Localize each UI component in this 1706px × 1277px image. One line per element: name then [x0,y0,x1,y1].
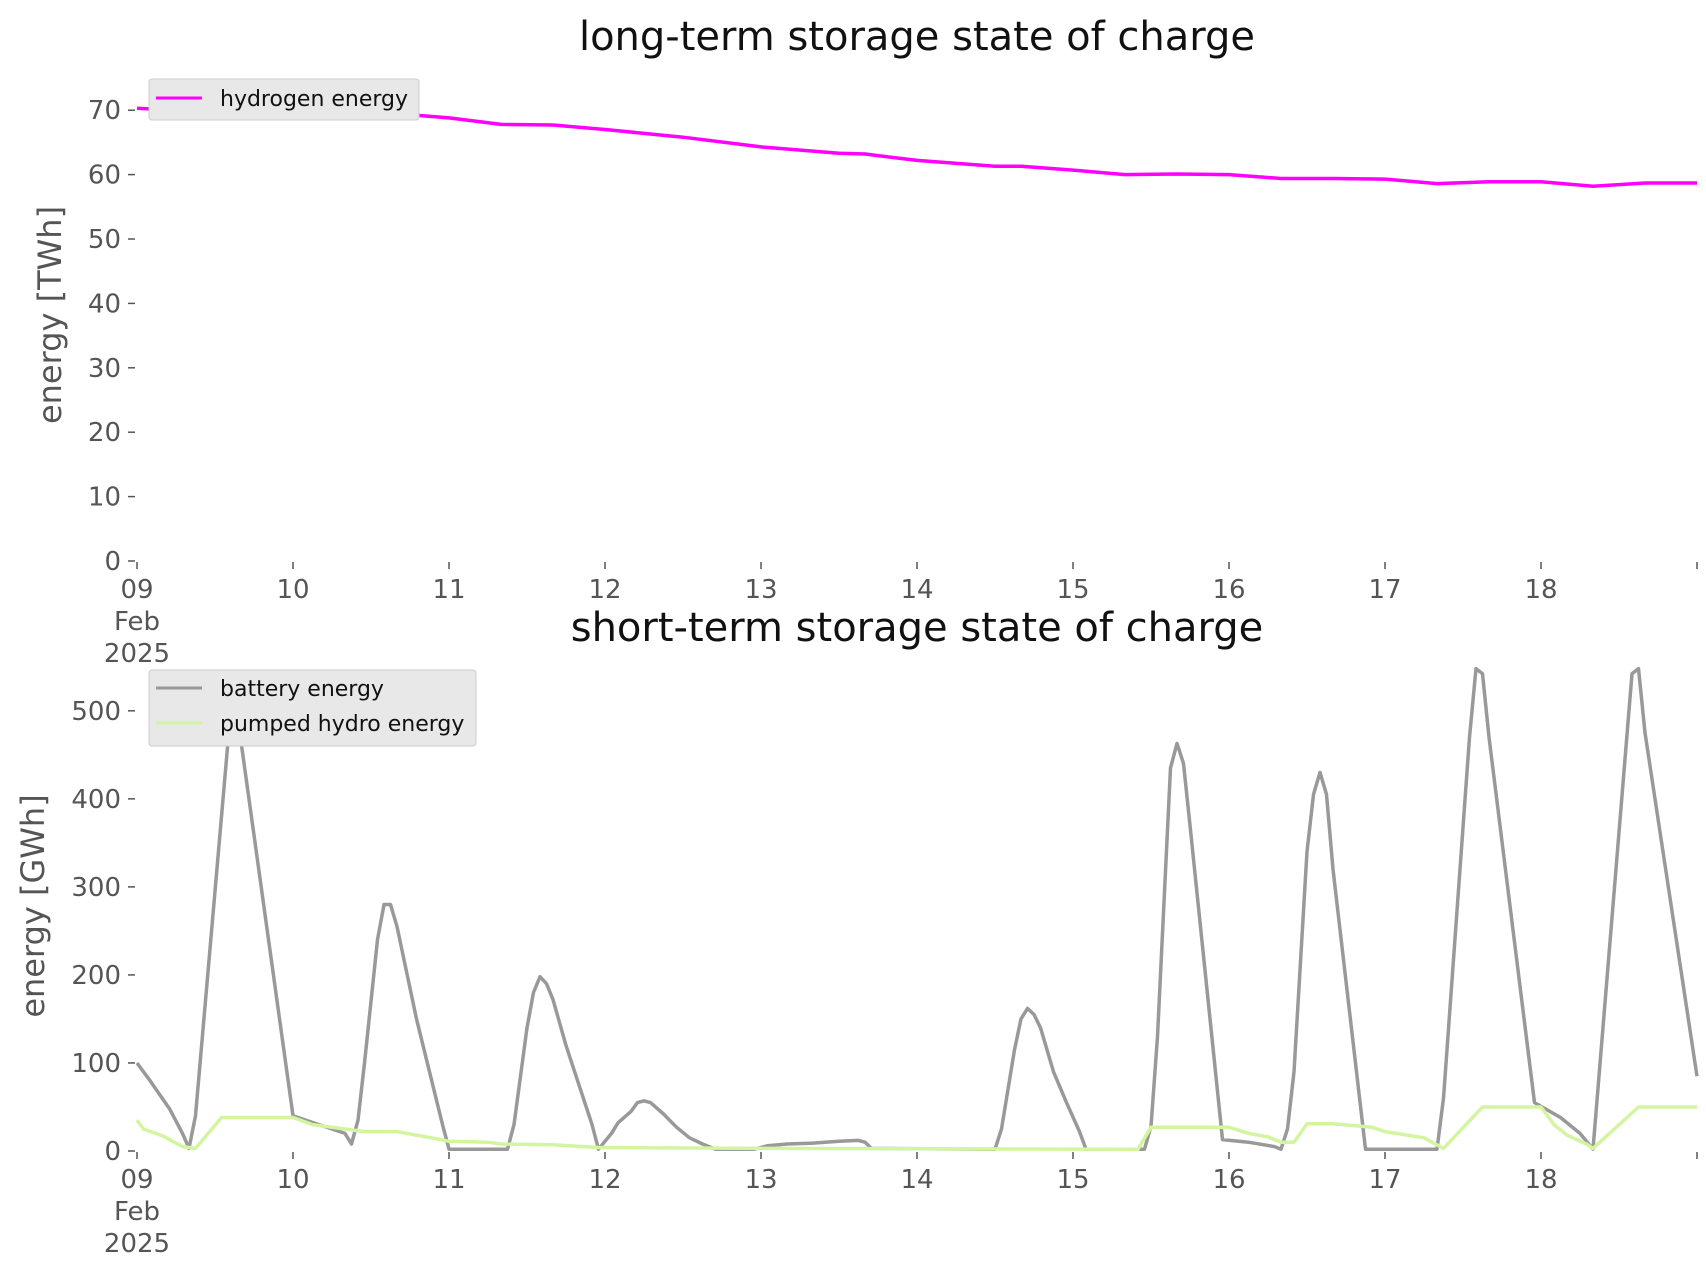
long-term-x-tick-label: 16 [1212,575,1245,605]
long-term-x-ticks: 09 Feb 2025 10 11 12 13 14 15 16 17 18 [104,562,1698,669]
long-term-y-tick-label: 40 [88,289,121,319]
short-term-y-tick-label: 400 [71,785,121,815]
long-term-y-axis-label: energy [TWh] [31,206,69,424]
legend-label-hydrogen-energy: hydrogen energy [220,87,408,112]
short-term-y-tick-label: 300 [71,873,121,903]
legend-box [148,78,420,121]
long-term-chart-title: long-term storage state of charge [579,14,1255,60]
short-term-x-tick-label: 09 Feb 2025 [104,1165,170,1259]
long-term-x-tick-label: 09 Feb 2025 [104,575,170,669]
short-term-series [135,666,1699,1151]
short-term-x-tick-label: 13 [744,1165,777,1195]
short-term-x-ticks: 09 Feb 2025 10 11 12 13 14 15 16 17 18 [104,1152,1698,1259]
short-term-x-tick-label: 17 [1368,1165,1401,1195]
long-term-legend: hydrogen energy [148,78,420,121]
short-term-x-tick-label: 10 [276,1165,309,1195]
short-term-x-tick-label: 18 [1524,1165,1557,1195]
short-term-x-tick-label: 16 [1212,1165,1245,1195]
short-term-y-ticks: 0 100 200 300 400 500 [71,697,135,1167]
long-term-y-tick-label: 70 [88,96,121,126]
long-term-y-tick-label: 30 [88,354,121,384]
series-line-pumped-hydro-energy [135,1105,1697,1151]
legend-label-pumped-hydro-energy: pumped hydro energy [220,712,464,737]
short-term-legend: battery energy pumped hydro energy [148,669,477,747]
short-term-y-axis-label: energy [GWh] [14,794,52,1017]
long-term-x-tick-label: 12 [588,575,621,605]
long-term-x-tick-label: 13 [744,575,777,605]
short-term-x-tick-label: 11 [432,1165,465,1195]
short-term-y-tick-label: 100 [71,1049,121,1079]
legend-box [148,669,477,747]
long-term-x-tick-label: 10 [276,575,309,605]
long-term-y-tick-label: 10 [88,483,121,513]
short-term-y-tick-label: 500 [71,697,121,727]
long-term-x-tick-label: 18 [1524,575,1557,605]
long-term-x-tick-label: 14 [900,575,933,605]
short-term-chart-title: short-term storage state of charge [571,605,1264,651]
short-term-x-tick-label: 12 [588,1165,621,1195]
long-term-y-tick-label: 20 [88,418,121,448]
long-term-y-tick-label: 0 [104,547,121,577]
series-line-battery-energy [135,666,1699,1151]
long-term-chart: long-term storage state of charge energy… [31,14,1698,669]
long-term-y-ticks: 0 10 20 30 40 50 60 70 [88,96,135,577]
short-term-y-tick-label: 200 [71,961,121,991]
long-term-x-tick-label: 17 [1368,575,1401,605]
short-term-x-tick-label: 14 [900,1165,933,1195]
long-term-x-tick-label: 15 [1056,575,1089,605]
long-term-y-tick-label: 60 [88,161,121,191]
long-term-y-tick-label: 50 [88,225,121,255]
legend-label-battery-energy: battery energy [220,677,384,702]
short-term-y-tick-label: 0 [104,1137,121,1167]
long-term-x-tick-label: 11 [432,575,465,605]
short-term-x-tick-label: 15 [1056,1165,1089,1195]
short-term-chart: short-term storage state of charge energ… [14,605,1699,1259]
